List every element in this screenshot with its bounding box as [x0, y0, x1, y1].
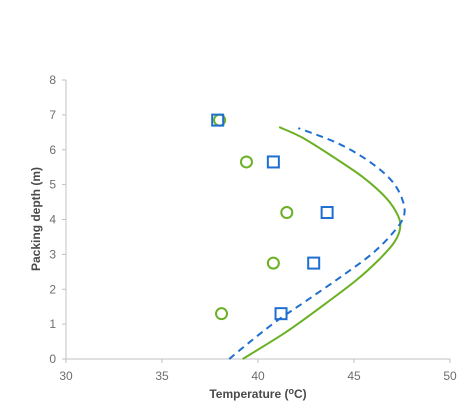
solid-series-line — [242, 126, 402, 360]
x-tick-label: 30 — [59, 369, 73, 383]
axes — [62, 79, 451, 363]
x-tick-label: 45 — [347, 369, 361, 383]
y-tick-label: 6 — [49, 143, 56, 157]
x-axis-label: Temperature (oC) — [209, 386, 306, 401]
y-tick-label: 7 — [49, 108, 56, 122]
y-tick-label: 5 — [49, 178, 56, 192]
square-point — [320, 206, 334, 220]
x-tick-label: 35 — [155, 369, 169, 383]
dashed-series-line — [228, 127, 406, 360]
x-tick-label: 40 — [251, 369, 265, 383]
y-tick-label: 8 — [49, 73, 56, 87]
y-tick-label: 0 — [49, 352, 56, 366]
square-point — [266, 155, 280, 169]
y-axis-label: Packing depth (m) — [29, 167, 43, 271]
circle-point — [239, 155, 253, 169]
y-tick-label: 4 — [49, 213, 56, 227]
y-tick-label: 2 — [49, 282, 56, 296]
x-tick-label: 50 — [443, 369, 457, 383]
circle-point — [280, 206, 294, 220]
square-point — [274, 307, 288, 321]
square-point — [211, 113, 225, 127]
circle-point — [266, 256, 280, 270]
y-tick-label: 1 — [49, 317, 56, 331]
series-lines — [228, 126, 406, 360]
circle-point — [215, 307, 229, 321]
square-point — [307, 256, 321, 270]
y-tick-label: 3 — [49, 247, 56, 261]
series-markers — [211, 113, 334, 321]
